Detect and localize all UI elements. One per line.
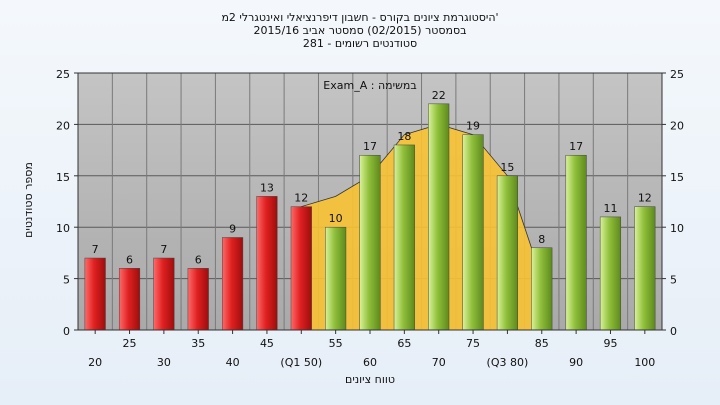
x-tick-label: 60 — [363, 356, 377, 369]
y-tick-label-right: 0 — [670, 325, 677, 338]
bar-data-label: 6 — [195, 253, 202, 266]
y-tick-label-left: 25 — [56, 68, 70, 81]
bar-data-label: 6 — [126, 253, 133, 266]
bar — [187, 268, 209, 331]
y-tick-label-right: 20 — [670, 119, 684, 132]
y-tick-label-left: 20 — [56, 119, 70, 132]
bar-data-label: 12 — [294, 192, 308, 205]
x-tick-label: (Q1 50) — [280, 356, 322, 369]
bar — [84, 257, 106, 331]
y-tick-label-left: 5 — [63, 274, 70, 287]
bar-data-label: 7 — [160, 243, 167, 256]
bar — [462, 134, 484, 331]
bar — [393, 144, 415, 331]
bar — [599, 216, 622, 331]
x-tick-label: (Q3 80) — [487, 356, 529, 369]
chart-annotation: במשימה : Exam_A — [323, 79, 416, 92]
x-tick-label: 75 — [466, 337, 480, 350]
bar-data-label: 13 — [260, 181, 274, 194]
y-axis-title: מספר סטודנטים — [22, 162, 35, 238]
bar-data-label: 8 — [538, 233, 545, 246]
bar-data-label: 19 — [466, 120, 480, 133]
x-tick-label: 45 — [260, 337, 274, 350]
x-tick-label: 70 — [432, 356, 446, 369]
bar-data-label: 22 — [432, 89, 446, 102]
bar-data-label: 9 — [229, 222, 236, 235]
x-tick-label: 95 — [603, 337, 617, 350]
bar-data-label: 12 — [638, 192, 652, 205]
x-tick-label: 100 — [634, 356, 655, 369]
bar — [256, 196, 278, 331]
x-tick-label: 85 — [535, 337, 549, 350]
bar — [325, 226, 347, 331]
bar — [428, 103, 450, 331]
bar-data-label: 7 — [92, 243, 99, 256]
x-axis-title: טווח ציונים — [345, 373, 395, 386]
bar — [222, 237, 244, 331]
x-tick-label: 25 — [123, 337, 137, 350]
x-tick-label: 20 — [88, 356, 102, 369]
bar-data-label: 11 — [603, 202, 617, 215]
bar — [290, 206, 312, 331]
bar — [496, 175, 518, 331]
bar-data-label: 18 — [397, 130, 411, 143]
y-tick-label-right: 5 — [670, 274, 677, 287]
y-tick-label-left: 10 — [56, 222, 70, 235]
chart-registered-count: סטודנטים רשומים - 281 — [302, 37, 418, 50]
chart-subtitle: בסמסטר (02/2015) סמסטר אביב 2015/16 — [253, 24, 467, 37]
x-tick-label: 65 — [397, 337, 411, 350]
x-tick-label: 30 — [157, 356, 171, 369]
bar-data-label: 17 — [363, 140, 377, 153]
chart-title: 'היסטוגרמת ציונים בקורס - חשבון דיפרנציא… — [221, 11, 499, 24]
x-tick-label: 90 — [569, 356, 583, 369]
bar — [359, 154, 381, 331]
bar-data-label: 15 — [500, 161, 514, 174]
bar — [634, 206, 656, 331]
y-tick-label-left: 0 — [63, 325, 70, 338]
bar — [531, 247, 553, 331]
y-tick-label-right: 25 — [670, 68, 684, 81]
bar — [153, 257, 175, 331]
bar — [118, 268, 141, 331]
y-tick-label-right: 10 — [670, 222, 684, 235]
x-tick-label: 55 — [329, 337, 343, 350]
bar-data-label: 10 — [329, 212, 343, 225]
bar — [565, 154, 587, 331]
x-tick-label: 40 — [226, 356, 240, 369]
y-tick-label-left: 15 — [56, 171, 70, 184]
x-tick-label: 35 — [191, 337, 205, 350]
y-tick-label-right: 15 — [670, 171, 684, 184]
bar-data-label: 17 — [569, 140, 583, 153]
